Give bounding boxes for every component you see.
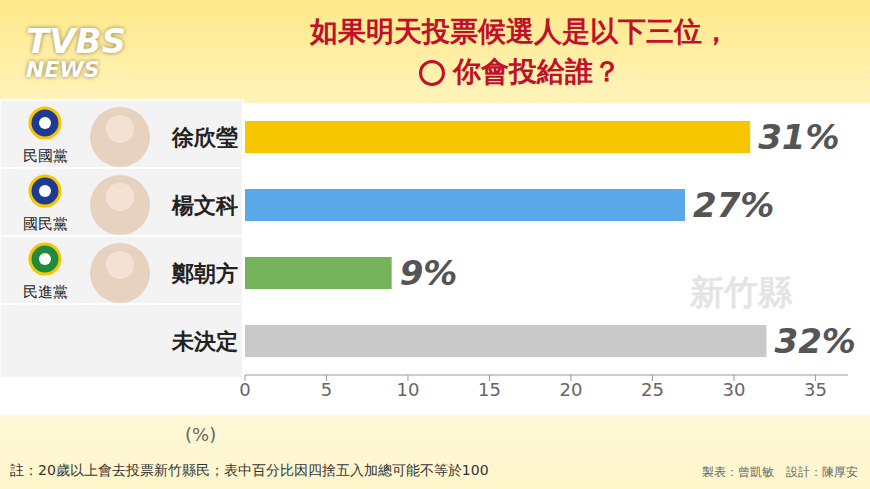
svg-text:10: 10 [397,379,420,400]
svg-text:9%: 9% [400,253,458,293]
svg-text:35: 35 [804,379,827,400]
svg-text:民國黨: 民國黨 [23,147,68,165]
svg-text:徐欣瑩: 徐欣瑩 [171,125,238,150]
svg-text:30: 30 [722,379,745,400]
svg-text:25: 25 [641,379,664,400]
html-text:新竹縣: 新竹縣 [690,272,792,312]
svg-text:國民黨: 國民黨 [23,215,68,233]
svg-text:31%: 31% [758,117,839,157]
svg-text:32%: 32% [775,321,856,361]
svg-text:民進黨: 民進黨 [23,283,68,301]
svg-text:27%: 27% [693,185,774,225]
html-text:如果明天投票候選人是以下三位，: 如果明天投票候選人是以下三位， [310,15,730,48]
html-text:設計：陳厚安: 設計：陳厚安 [786,465,858,479]
svg-text:5: 5 [321,379,332,400]
html-text:註：20歲以上會去投票新竹縣民；表中百分比因四捨五入加總可能: 註：20歲以上會去投票新竹縣民；表中百分比因四捨五入加總可能不等於100 [10,462,489,478]
svg-text:0: 0 [239,379,250,400]
html-text:NEWS: NEWS [26,57,100,82]
svg-text:15: 15 [478,379,501,400]
svg-text:20: 20 [559,379,582,400]
svg-text:鄭朝方: 鄭朝方 [171,261,238,286]
html-text:你會投給誰？: 你會投給誰？ [453,55,621,88]
html-text:TVBS: TVBS [26,21,126,61]
svg-text:楊文科: 楊文科 [171,193,238,218]
html-text:製表：曾凱敏: 製表：曾凱敏 [702,465,774,479]
svg-text:未決定: 未決定 [171,329,238,354]
